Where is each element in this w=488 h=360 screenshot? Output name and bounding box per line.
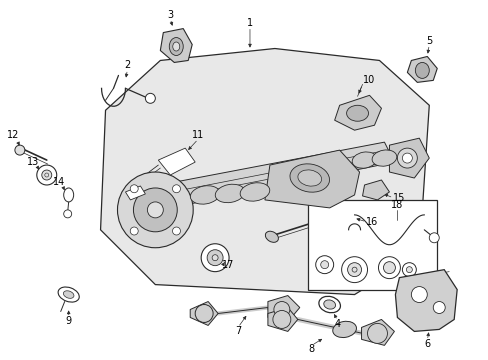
- Polygon shape: [395, 270, 456, 332]
- Ellipse shape: [297, 170, 321, 186]
- Ellipse shape: [240, 183, 269, 201]
- Polygon shape: [264, 150, 359, 208]
- Ellipse shape: [265, 231, 278, 242]
- Text: 13: 13: [27, 157, 39, 167]
- Circle shape: [347, 263, 361, 276]
- Circle shape: [41, 170, 52, 180]
- Circle shape: [383, 262, 395, 274]
- Circle shape: [378, 257, 400, 279]
- Polygon shape: [175, 142, 394, 205]
- Circle shape: [130, 227, 138, 235]
- Ellipse shape: [172, 42, 180, 51]
- Circle shape: [15, 145, 25, 155]
- Circle shape: [145, 93, 155, 103]
- Text: 8: 8: [308, 345, 314, 354]
- Circle shape: [133, 188, 177, 232]
- Circle shape: [428, 233, 438, 243]
- Polygon shape: [267, 307, 297, 332]
- Circle shape: [172, 227, 180, 235]
- Circle shape: [117, 172, 193, 248]
- Text: 14: 14: [53, 177, 65, 187]
- Polygon shape: [101, 49, 428, 294]
- Text: 16: 16: [366, 217, 378, 227]
- Text: 15: 15: [392, 193, 405, 203]
- Ellipse shape: [63, 291, 74, 298]
- Circle shape: [406, 267, 411, 273]
- Circle shape: [402, 153, 411, 163]
- Ellipse shape: [414, 62, 428, 78]
- Circle shape: [195, 305, 213, 323]
- Circle shape: [432, 302, 444, 314]
- Ellipse shape: [346, 105, 368, 121]
- Polygon shape: [160, 28, 192, 62]
- Ellipse shape: [169, 37, 183, 55]
- Ellipse shape: [351, 152, 376, 168]
- Polygon shape: [125, 186, 145, 200]
- Ellipse shape: [323, 300, 335, 309]
- Circle shape: [402, 263, 415, 276]
- Circle shape: [320, 261, 328, 269]
- Ellipse shape: [371, 150, 396, 166]
- Text: 17: 17: [222, 260, 234, 270]
- Circle shape: [172, 185, 180, 193]
- Circle shape: [315, 256, 333, 274]
- Text: 1: 1: [246, 18, 252, 28]
- Polygon shape: [407, 57, 436, 82]
- Bar: [307, 200, 436, 289]
- Text: 2: 2: [124, 60, 130, 71]
- Circle shape: [63, 210, 72, 218]
- Circle shape: [341, 257, 367, 283]
- Ellipse shape: [58, 287, 79, 302]
- Circle shape: [351, 267, 356, 272]
- Circle shape: [130, 185, 138, 193]
- Ellipse shape: [318, 296, 340, 313]
- Polygon shape: [361, 319, 394, 345]
- Circle shape: [147, 202, 163, 218]
- Text: 3: 3: [167, 10, 173, 20]
- Ellipse shape: [63, 188, 74, 202]
- Circle shape: [207, 250, 223, 266]
- Circle shape: [367, 323, 386, 343]
- Text: 6: 6: [424, 339, 429, 349]
- Polygon shape: [190, 302, 218, 325]
- Circle shape: [37, 165, 57, 185]
- Ellipse shape: [332, 321, 356, 338]
- Circle shape: [201, 244, 228, 272]
- Polygon shape: [334, 95, 381, 130]
- Text: 18: 18: [390, 200, 403, 210]
- Text: 12: 12: [7, 130, 19, 140]
- Ellipse shape: [190, 186, 220, 204]
- Polygon shape: [267, 296, 299, 319]
- Text: 7: 7: [234, 327, 241, 336]
- Ellipse shape: [289, 164, 329, 192]
- Circle shape: [272, 310, 290, 328]
- Polygon shape: [158, 148, 195, 175]
- Circle shape: [273, 302, 289, 318]
- Polygon shape: [388, 138, 428, 178]
- Circle shape: [212, 255, 218, 261]
- Text: 10: 10: [363, 75, 375, 85]
- Circle shape: [397, 148, 416, 168]
- Text: 11: 11: [192, 130, 204, 140]
- Text: 5: 5: [425, 36, 431, 46]
- Circle shape: [410, 287, 427, 302]
- Text: 9: 9: [65, 316, 72, 327]
- Polygon shape: [362, 180, 388, 200]
- Text: 4: 4: [334, 319, 340, 329]
- Circle shape: [45, 173, 49, 177]
- Ellipse shape: [215, 184, 244, 203]
